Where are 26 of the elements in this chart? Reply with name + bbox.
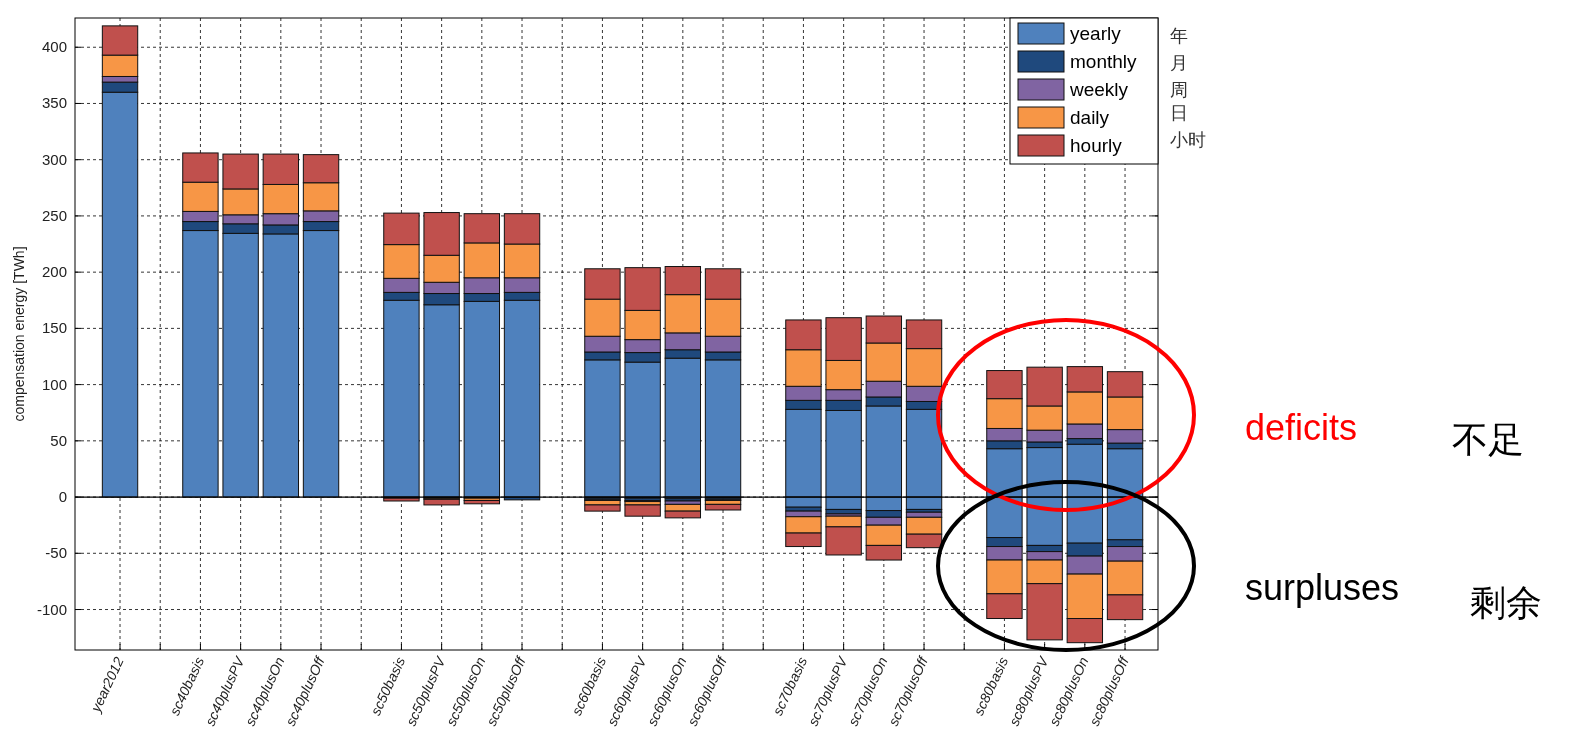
y-tick-label: -100 <box>36 600 67 618</box>
legend-label: yearly <box>1070 23 1122 44</box>
y-tick-label: -50 <box>45 544 67 562</box>
y-tick-label: 200 <box>41 263 67 281</box>
y-tick-label: 0 <box>58 488 67 506</box>
text: 月 <box>1170 53 1188 73</box>
legend-label: monthly <box>1070 51 1138 72</box>
y-tick-label: 250 <box>41 206 67 224</box>
y-axis-title: compensation energy [TWh] <box>11 246 27 422</box>
y-tick-label: 150 <box>41 319 67 337</box>
text: 年 <box>1170 26 1188 46</box>
text: 小时 <box>1170 130 1206 150</box>
text: 不足 <box>1452 419 1524 460</box>
y-tick-label: 350 <box>41 94 67 112</box>
legend-label: hourly <box>1070 135 1123 156</box>
text: 周 <box>1170 80 1188 100</box>
text: 剩余 <box>1470 582 1542 623</box>
text: surpluses <box>1245 567 1400 608</box>
legend-label: daily <box>1070 107 1110 128</box>
y-tick-label: 400 <box>41 38 67 56</box>
legend-label: weekly <box>1069 79 1129 100</box>
y-tick-label: 300 <box>41 150 67 168</box>
text: 日 <box>1170 103 1188 123</box>
text: deficits <box>1245 407 1358 448</box>
y-tick-label: 50 <box>50 431 67 449</box>
y-tick-label: 100 <box>41 375 67 393</box>
